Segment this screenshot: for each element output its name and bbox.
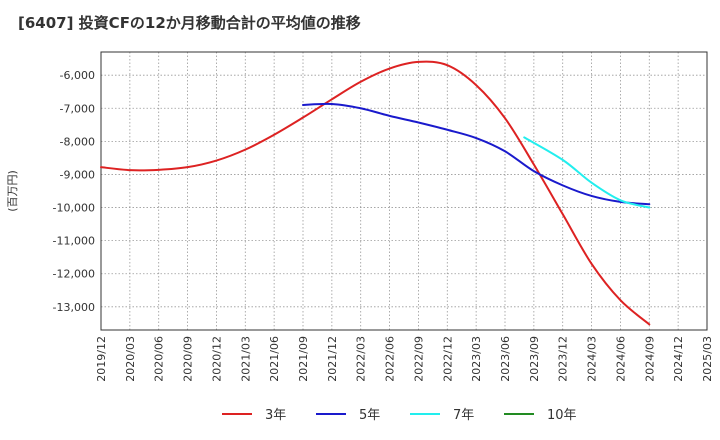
x-tick-label: 2020/06 bbox=[153, 336, 166, 382]
x-tick-label: 2021/06 bbox=[268, 336, 281, 382]
legend-label: 7年 bbox=[453, 408, 474, 423]
y-tick-label: -8,000 bbox=[60, 135, 95, 148]
legend-label: 10年 bbox=[547, 408, 577, 423]
y-axis-label: (百万円) bbox=[6, 170, 19, 212]
x-tick-label: 2022/06 bbox=[384, 336, 397, 382]
x-tick-label: 2022/12 bbox=[441, 336, 454, 382]
legend-label: 5年 bbox=[359, 408, 380, 423]
x-tick-label: 2021/12 bbox=[326, 336, 339, 382]
y-tick-label: -12,000 bbox=[53, 268, 95, 281]
legend-label: 3年 bbox=[265, 408, 286, 423]
x-tick-label: 2020/03 bbox=[124, 336, 137, 382]
x-tick-label: 2023/09 bbox=[528, 336, 541, 382]
series-line-5年 bbox=[302, 102, 651, 206]
series-line-7年 bbox=[523, 136, 651, 209]
plot-border bbox=[100, 51, 708, 331]
series-line-3年 bbox=[100, 60, 651, 326]
x-tick-label: 2021/03 bbox=[239, 336, 252, 382]
y-tick-label: -7,000 bbox=[60, 102, 95, 115]
x-tick-label: 2021/09 bbox=[297, 336, 310, 382]
x-tick-label: 2024/12 bbox=[672, 336, 685, 382]
x-tick-label: 2019/12 bbox=[95, 336, 108, 382]
x-tick-label: 2020/12 bbox=[210, 336, 223, 382]
y-tick-label: -9,000 bbox=[60, 168, 95, 181]
x-tick-label: 2023/12 bbox=[557, 336, 570, 382]
y-tick-label: -13,000 bbox=[53, 301, 95, 314]
x-tick-label: 2023/06 bbox=[499, 336, 512, 382]
x-tick-label: 2022/03 bbox=[355, 336, 368, 382]
x-tick-label: 2024/09 bbox=[643, 336, 656, 382]
x-tick-label: 2024/06 bbox=[614, 336, 627, 382]
y-tick-label: -10,000 bbox=[53, 202, 95, 215]
x-tick-label: 2022/09 bbox=[412, 336, 425, 382]
y-tick-label: -6,000 bbox=[60, 69, 95, 82]
x-tick-label: 2023/03 bbox=[470, 336, 483, 382]
x-tick-label: 2024/03 bbox=[586, 336, 599, 382]
chart-title: [6407] 投資CFの12か月移動合計の平均値の推移 bbox=[18, 14, 361, 32]
x-tick-label: 2025/03 bbox=[701, 336, 714, 382]
y-tick-label: -11,000 bbox=[53, 235, 95, 248]
plot-area bbox=[101, 52, 707, 330]
x-tick-label: 2020/09 bbox=[182, 336, 195, 382]
